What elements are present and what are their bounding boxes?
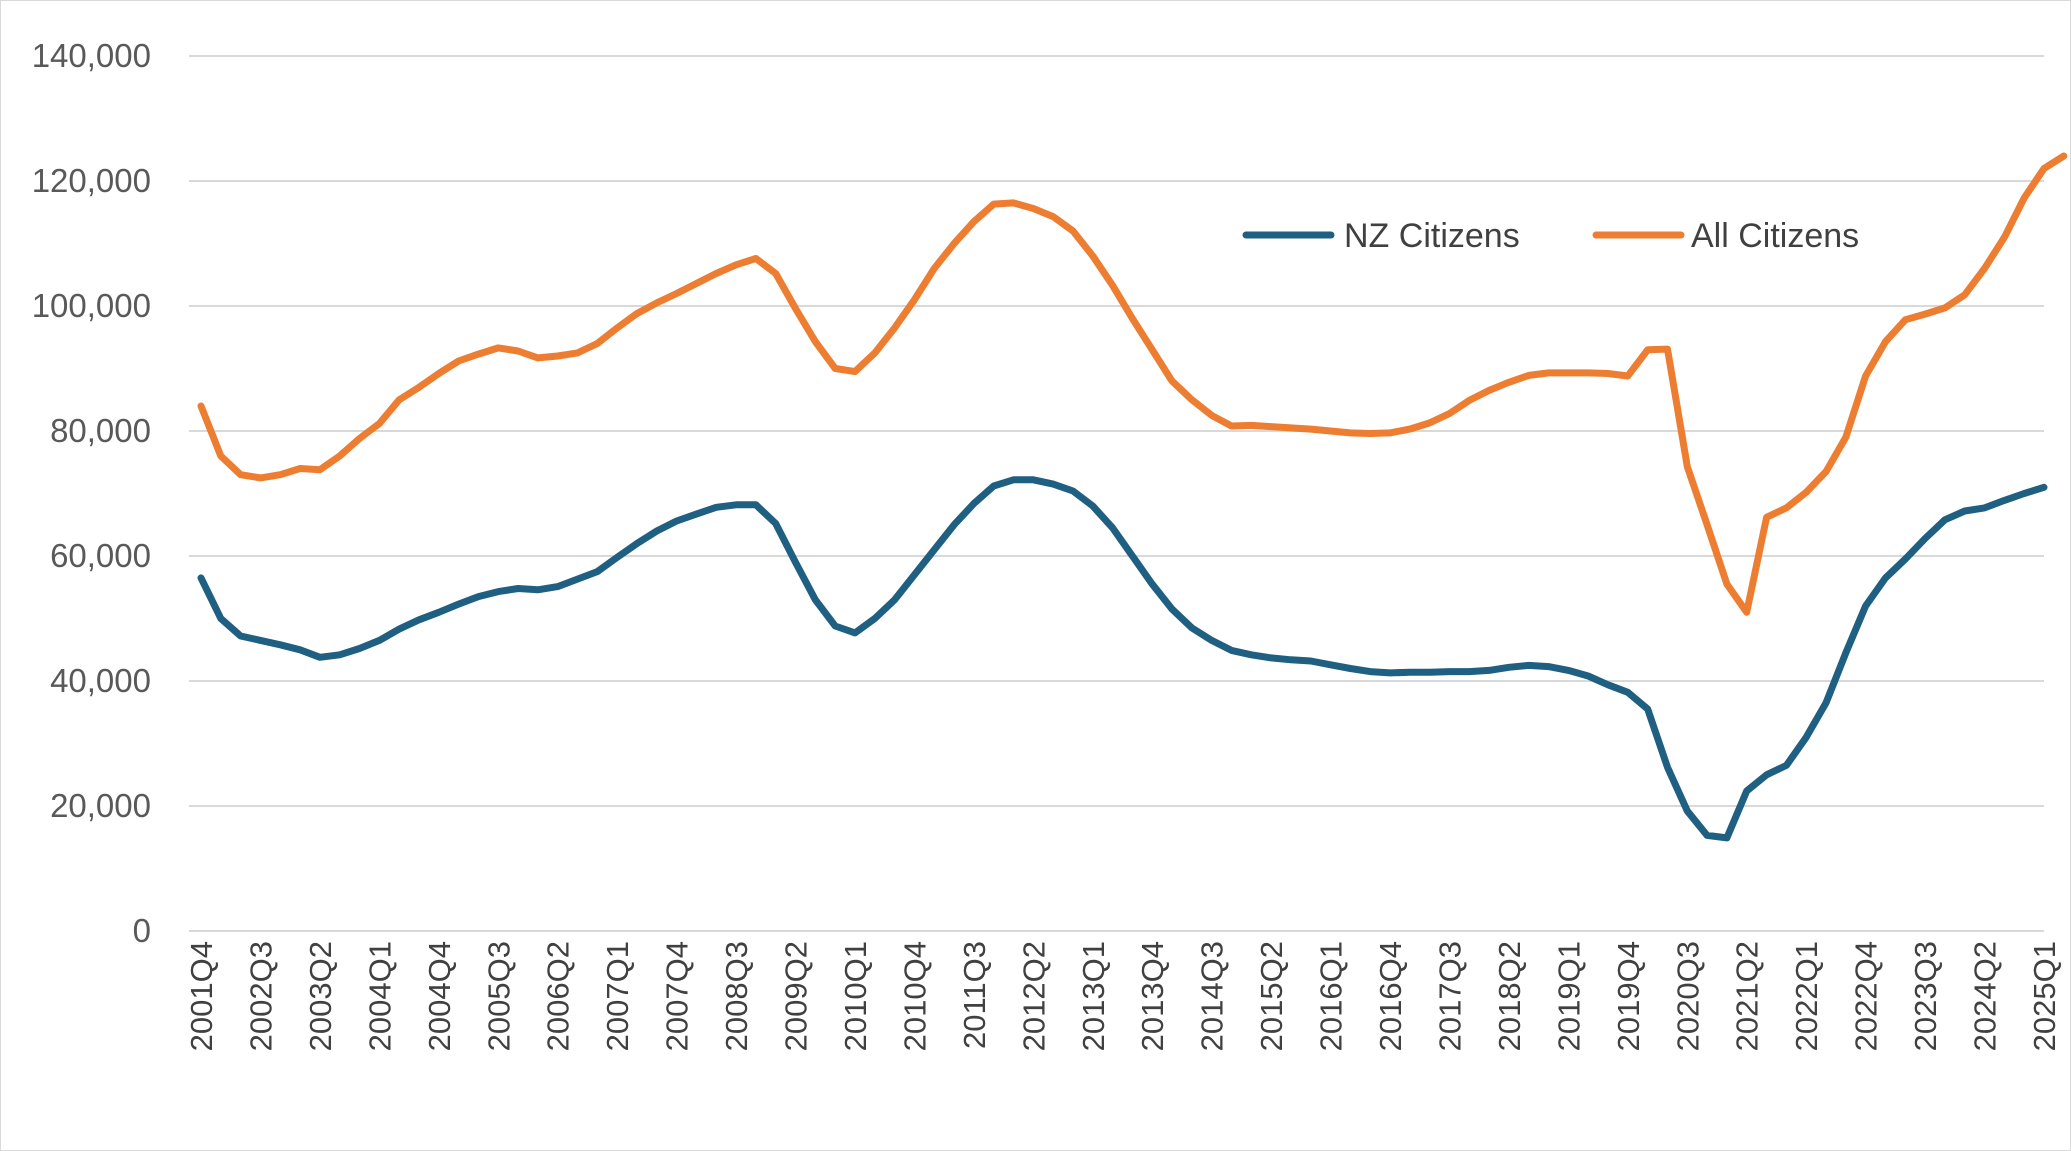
x-tick-label: 2020Q3 [1670,941,1705,1051]
y-tick-label: 60,000 [50,537,151,574]
series-lines [197,152,2068,842]
x-tick-label: 2022Q4 [1849,941,1884,1051]
y-axis-tick-labels: 0 20,000 40,000 60,000 80,000 100,000 120,000 1… [32,37,151,949]
x-tick-label: 2009Q2 [779,941,814,1051]
x-axis-tick-labels: 2001Q4 2002Q3 2003Q2 2004Q1 2004Q4 2005Q3 2006… [184,941,2062,1051]
gridlines [189,55,2044,932]
x-tick-label: 2021Q2 [1730,941,1765,1051]
x-tick-label: 2023Q3 [1908,941,1943,1051]
x-tick-label: 2007Q4 [660,941,695,1051]
y-tick-label: 120,000 [32,162,151,199]
y-tick-label: 0 [133,912,151,949]
legend-label: NZ Citizens [1344,217,1520,255]
x-tick-label: 2012Q2 [1016,941,1051,1051]
x-tick-label: 2013Q4 [1135,941,1170,1051]
y-tick-label: 80,000 [50,412,151,449]
x-tick-label: 2001Q4 [184,941,219,1051]
x-tick-label: 2025Q1 [2027,941,2062,1051]
y-tick-label: 40,000 [50,662,151,699]
x-tick-label: 2013Q1 [1076,941,1111,1051]
y-tick-label: 100,000 [32,287,151,324]
x-tick-label: 2017Q3 [1432,941,1467,1051]
x-tick-label: 2015Q2 [1254,941,1289,1051]
x-tick-label: 2003Q2 [303,941,338,1051]
x-tick-label: 2024Q2 [1968,941,2003,1051]
x-tick-label: 2010Q4 [897,941,932,1051]
x-tick-label: 2014Q3 [1195,941,1230,1051]
x-tick-label: 2019Q1 [1551,941,1586,1051]
series-line-nz-citizens [197,476,2048,842]
x-tick-label: 2008Q3 [719,941,754,1051]
x-tick-label: 2007Q1 [600,941,635,1051]
legend: NZ Citizens All Citizens [1242,217,1859,255]
x-tick-label: 2004Q4 [422,941,457,1051]
legend-label: All Citizens [1691,217,1859,255]
x-tick-label: 2016Q4 [1373,941,1408,1051]
x-tick-label: 2006Q2 [541,941,576,1051]
y-tick-label: 140,000 [32,37,151,74]
x-tick-label: 2018Q2 [1492,941,1527,1051]
x-tick-label: 2022Q1 [1789,941,1824,1051]
x-tick-label: 2004Q1 [362,941,397,1051]
series-line-all-citizens [197,152,2068,616]
x-tick-label: 2005Q3 [481,941,516,1051]
x-tick-label: 2011Q3 [957,941,992,1049]
x-tick-label: 2010Q1 [838,941,873,1051]
x-tick-label: 2019Q4 [1611,941,1646,1051]
x-tick-label: 2002Q3 [243,941,278,1051]
x-tick-label: 2016Q1 [1314,941,1349,1051]
y-tick-label: 20,000 [50,787,151,824]
